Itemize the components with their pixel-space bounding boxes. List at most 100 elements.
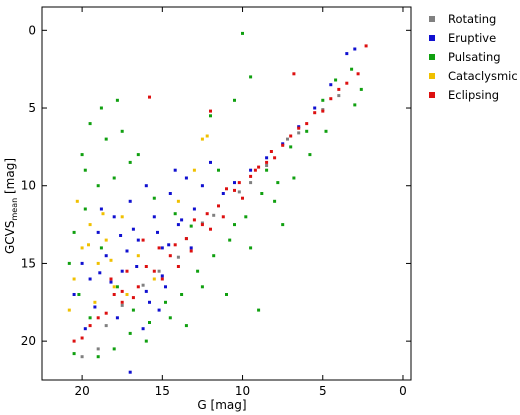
y-tick-label: 0 xyxy=(28,23,36,37)
data-point xyxy=(249,246,253,250)
data-point xyxy=(205,134,209,138)
x-axis-label: G [mag] xyxy=(197,398,246,412)
data-point xyxy=(305,129,309,133)
data-point xyxy=(120,215,124,219)
data-point xyxy=(276,181,280,185)
data-point xyxy=(176,255,180,259)
data-point xyxy=(72,293,76,296)
data-point xyxy=(249,181,253,185)
legend: Rotating Eruptive Pulsating Cataclysmic Ecli… xyxy=(429,12,518,102)
data-point xyxy=(136,153,140,157)
data-point xyxy=(176,223,180,227)
data-point xyxy=(88,122,92,126)
data-point xyxy=(353,103,357,107)
data-point xyxy=(157,246,161,250)
data-point xyxy=(308,153,312,157)
data-point xyxy=(292,176,296,180)
data-point xyxy=(148,300,151,304)
data-point xyxy=(115,316,119,320)
data-point xyxy=(152,269,156,273)
data-point xyxy=(101,212,105,216)
data-point xyxy=(144,265,148,268)
data-point xyxy=(313,106,317,110)
data-point xyxy=(80,336,84,340)
data-point xyxy=(141,238,145,242)
data-point xyxy=(157,269,161,273)
y-tick-label: 20 xyxy=(21,334,36,348)
data-point xyxy=(350,67,354,71)
data-point xyxy=(83,327,87,331)
data-point xyxy=(93,305,97,309)
y-axis-label-unit: [mag] xyxy=(3,158,17,198)
data-point xyxy=(88,316,92,320)
data-point xyxy=(148,321,151,324)
data-point xyxy=(112,347,116,351)
data-point xyxy=(237,190,241,194)
data-point xyxy=(115,285,119,289)
data-point xyxy=(233,181,236,185)
legend-marker xyxy=(429,54,435,60)
legend-item-rotating: Rotating xyxy=(429,12,496,26)
data-point xyxy=(144,184,148,188)
data-point xyxy=(96,347,100,351)
data-point xyxy=(72,339,76,343)
legend-marker xyxy=(429,73,435,79)
data-point xyxy=(192,207,196,211)
data-point xyxy=(196,269,200,273)
data-point xyxy=(265,168,269,172)
data-point xyxy=(334,78,338,82)
data-point xyxy=(125,269,129,273)
data-point xyxy=(157,308,161,312)
scatter-points xyxy=(67,31,368,374)
data-point xyxy=(72,277,76,281)
data-point xyxy=(136,285,140,289)
data-point xyxy=(233,188,236,192)
data-point xyxy=(337,87,341,91)
data-point xyxy=(67,261,71,265)
data-point xyxy=(289,145,293,149)
data-point xyxy=(120,269,124,273)
legend-item-pulsating: Pulsating xyxy=(429,50,501,64)
data-point xyxy=(96,261,100,265)
data-point xyxy=(281,223,285,227)
legend-label: Pulsating xyxy=(448,50,501,64)
legend-label: Cataclysmic xyxy=(448,69,518,83)
data-point xyxy=(141,327,145,331)
data-point xyxy=(329,97,333,101)
legend-marker xyxy=(429,16,435,22)
data-point xyxy=(80,153,84,157)
data-point xyxy=(180,293,184,296)
data-point xyxy=(83,207,87,211)
data-point xyxy=(221,192,225,195)
data-point xyxy=(173,168,177,172)
data-point xyxy=(205,212,209,216)
data-point xyxy=(253,168,257,172)
data-point xyxy=(265,156,269,160)
data-point xyxy=(281,143,285,147)
data-point xyxy=(200,223,204,227)
data-point xyxy=(164,300,167,304)
y-tick-label: 10 xyxy=(21,179,36,193)
data-point xyxy=(356,72,360,76)
data-point xyxy=(273,156,277,160)
x-tick-label: 15 xyxy=(155,384,170,398)
data-point xyxy=(164,285,167,289)
legend-marker xyxy=(429,92,435,98)
legend-label: Rotating xyxy=(448,12,496,26)
data-point xyxy=(112,285,116,289)
data-point xyxy=(265,160,269,164)
data-point xyxy=(249,75,253,79)
data-point xyxy=(93,300,97,304)
data-point xyxy=(72,230,76,234)
data-point xyxy=(135,265,139,268)
data-point xyxy=(75,199,79,203)
data-point xyxy=(233,98,236,102)
data-point xyxy=(292,72,296,76)
data-point xyxy=(173,243,177,247)
data-point xyxy=(176,199,180,203)
y-axis-label: GCVSmean [mag] xyxy=(3,158,19,254)
data-point xyxy=(249,168,253,172)
data-point xyxy=(180,218,184,222)
data-point xyxy=(104,254,108,258)
